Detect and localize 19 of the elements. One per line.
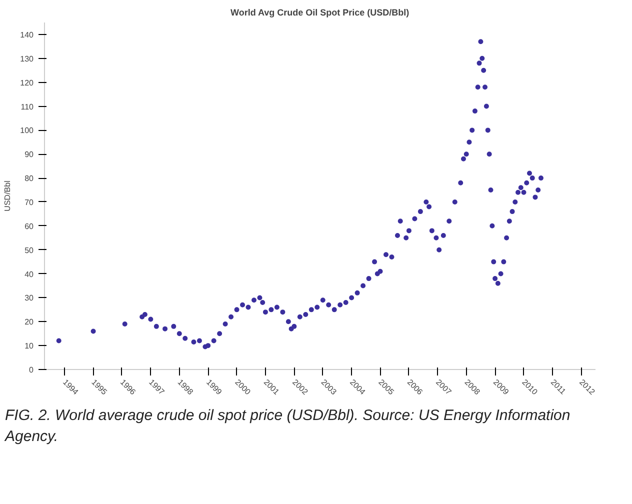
- y-tick-label: 10: [24, 342, 34, 351]
- y-tick-label: 130: [20, 54, 34, 64]
- y-tick-label: 40: [24, 270, 34, 279]
- y-tick-label: 20: [24, 318, 34, 327]
- y-tick-label: 0: [29, 366, 34, 374]
- y-tick-label: 30: [24, 294, 34, 303]
- y-tick-label: 80: [24, 174, 34, 184]
- y-tick-label: 60: [24, 222, 34, 231]
- y-tick-label: 100: [20, 126, 34, 136]
- y-tick-label: 140: [20, 30, 34, 40]
- chart-title: World Avg Crude Oil Spot Price (USD/Bbl): [230, 8, 410, 18]
- y-tick-label: 120: [20, 78, 34, 88]
- y-tick-label: 110: [20, 102, 34, 112]
- y-tick-label: 70: [24, 198, 34, 207]
- caption: FIG. 2. World average crude oil spot price (USD/Bbl). Source: US Energy Information Agency.: [5, 406, 572, 448]
- x-tick-label: 1997: [147, 378, 166, 398]
- y-tick-label: 50: [24, 246, 34, 255]
- y-axis-title: USD/Bbl: [3, 180, 12, 212]
- y-tick-label: 90: [24, 150, 34, 160]
